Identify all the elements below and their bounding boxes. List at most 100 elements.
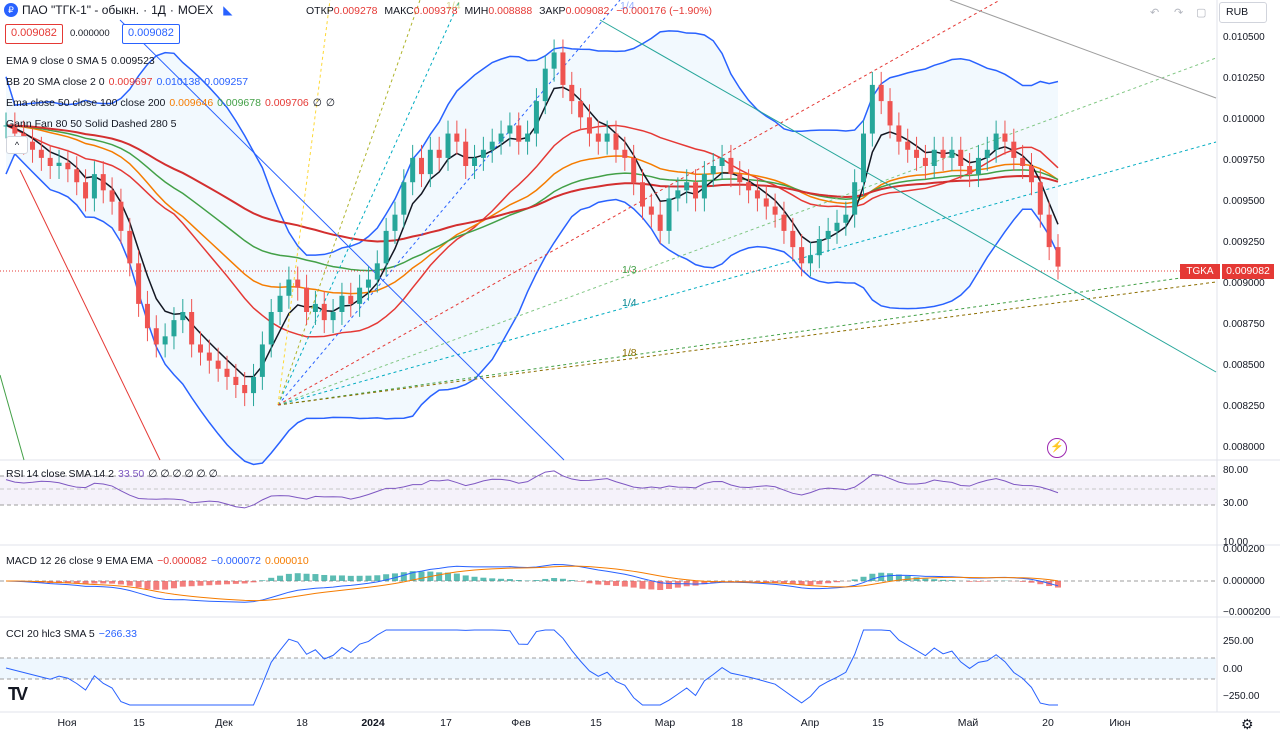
macd-histogram-bar xyxy=(383,574,390,581)
fullscreen-icon[interactable]: ▢ xyxy=(1196,7,1207,19)
candle-body xyxy=(180,312,186,321)
macd-histogram-bar xyxy=(612,581,619,586)
candle-body xyxy=(640,182,646,207)
undo-icon[interactable]: ↶ xyxy=(1150,7,1160,19)
candle-body xyxy=(206,352,212,361)
time-axis-label: 15 xyxy=(872,717,884,729)
currency-selector[interactable]: RUB xyxy=(1219,2,1267,23)
candle-body xyxy=(578,101,584,118)
candle-body xyxy=(189,312,195,345)
price-axis-label: 0.009250 xyxy=(1223,237,1265,248)
interval[interactable]: 1Д xyxy=(151,3,166,17)
candle-body xyxy=(348,295,354,304)
buy-button[interactable]: 0.009082 xyxy=(122,24,180,44)
candle-body xyxy=(1002,133,1008,142)
legend-bb[interactable]: BB 20 SMA close 2 0 0.009697 0.010138 0.009… xyxy=(6,76,249,88)
candle-body xyxy=(852,182,858,215)
candle-body xyxy=(136,263,142,304)
candle-body xyxy=(321,303,327,321)
collapse-legend-button[interactable]: ^ xyxy=(6,136,28,154)
macd-histogram-bar xyxy=(586,581,593,584)
candle-body xyxy=(445,133,451,158)
macd-axis-zero: 0.000000 xyxy=(1223,576,1265,587)
time-axis-label: 18 xyxy=(731,717,743,729)
candle-body xyxy=(401,182,407,215)
cci-band xyxy=(0,658,1216,679)
price-axis-label: 0.009750 xyxy=(1223,155,1265,166)
settings-gear-icon[interactable]: ⚙ xyxy=(1241,716,1254,732)
macd-histogram-bar xyxy=(259,580,266,581)
legend-gann[interactable]: Gann Fan 80 50 Solid Dashed 280 5 xyxy=(6,118,177,130)
symbol-header[interactable]: ₽ ПАО "ТГК-1" - обыкн. · 1Д · MOEX ◣ xyxy=(4,3,232,17)
legend-ema-multi[interactable]: Ema close 50 close 100 close 200 0.009646… xyxy=(6,97,336,109)
macd-histogram-bar xyxy=(471,576,478,581)
macd-histogram-bar xyxy=(648,581,655,590)
candle-body xyxy=(967,166,973,175)
ohlc-readout: ОТКР0.009278 МАКС0.009378 МИН0.008888 ЗА… xyxy=(306,5,713,17)
macd-histogram-bar xyxy=(206,581,213,586)
macd-histogram-bar xyxy=(232,581,239,584)
candle-body xyxy=(56,162,62,166)
candle-body xyxy=(3,125,9,127)
ema-200-line xyxy=(5,124,1059,243)
macd-histogram-bar xyxy=(144,581,151,589)
macd-histogram-bar xyxy=(109,581,116,584)
cci-axis-top: 250.00 xyxy=(1223,636,1254,647)
macd-histogram-bar xyxy=(1037,581,1044,585)
cci-axis-zero: 0.00 xyxy=(1223,664,1243,675)
time-axis-label: 15 xyxy=(590,717,602,729)
candle-body xyxy=(127,230,133,264)
macd-histogram-bar xyxy=(1019,581,1026,582)
sell-button[interactable]: 0.009082 xyxy=(5,24,63,44)
price-axis-label: 0.009000 xyxy=(1223,278,1265,289)
eye-icon[interactable]: ◣ xyxy=(223,3,233,17)
macd-histogram-bar xyxy=(480,577,487,581)
rsi-axis-80: 80.00 xyxy=(1223,465,1249,476)
macd-histogram-bar xyxy=(807,581,814,586)
lightning-icon[interactable]: ⚡ xyxy=(1047,438,1067,458)
candle-body xyxy=(215,360,221,369)
candle-body xyxy=(905,141,911,150)
macd-histogram-bar xyxy=(400,572,407,581)
time-axis-label: Июн xyxy=(1109,717,1131,729)
macd-histogram-bar xyxy=(285,573,292,581)
candle-body xyxy=(233,376,239,385)
time-axis-label: 18 xyxy=(296,717,308,729)
gann-fan-line xyxy=(277,0,621,406)
tradingview-logo-icon: TV xyxy=(8,684,28,704)
macd-histogram-bar xyxy=(789,581,796,585)
candle-body xyxy=(427,149,433,175)
price-axis-label: 0.010500 xyxy=(1223,32,1265,43)
macd-histogram-bar xyxy=(887,573,894,581)
fan-label-1-4: 1/4 xyxy=(622,297,637,309)
candle-body xyxy=(984,149,990,158)
legend-ema[interactable]: EMA 9 close 0 SMA 5 0.009523 xyxy=(6,55,155,67)
time-axis-label: Мар xyxy=(654,717,676,729)
macd-histogram-bar xyxy=(303,573,310,581)
candle-body xyxy=(675,190,681,199)
candle-body xyxy=(109,190,115,202)
candle-body xyxy=(772,206,778,215)
candle-body xyxy=(410,157,416,183)
macd-histogram-bar xyxy=(1028,581,1035,583)
candle-body xyxy=(74,169,80,183)
macd-histogram-bar xyxy=(64,581,71,584)
legend-cci[interactable]: CCI 20 hlc3 SMA 5 −266.33 xyxy=(6,628,137,640)
redo-icon[interactable]: ↷ xyxy=(1174,7,1184,19)
bollinger-lower xyxy=(5,152,1059,466)
candle-body xyxy=(30,141,36,150)
legend-macd[interactable]: MACD 12 26 close 9 EMA EMA −0.000082 −0.00… xyxy=(6,555,309,567)
candle-body xyxy=(38,149,44,158)
rsi-axis-10: 10.00 xyxy=(1223,537,1249,548)
candle-body xyxy=(118,201,124,231)
candle-body xyxy=(516,125,522,142)
legend-rsi[interactable]: RSI 14 close SMA 14 2 33.50 ∅ ∅ ∅ ∅ ∅ ∅ xyxy=(6,468,218,480)
candle-body xyxy=(666,198,672,231)
symbol-name[interactable]: ПАО "ТГК-1" - обыкн. xyxy=(22,3,140,17)
candle-body xyxy=(312,303,318,312)
candle-body xyxy=(1020,157,1026,166)
macd-histogram-bar xyxy=(692,581,699,586)
candle-body xyxy=(790,230,796,248)
